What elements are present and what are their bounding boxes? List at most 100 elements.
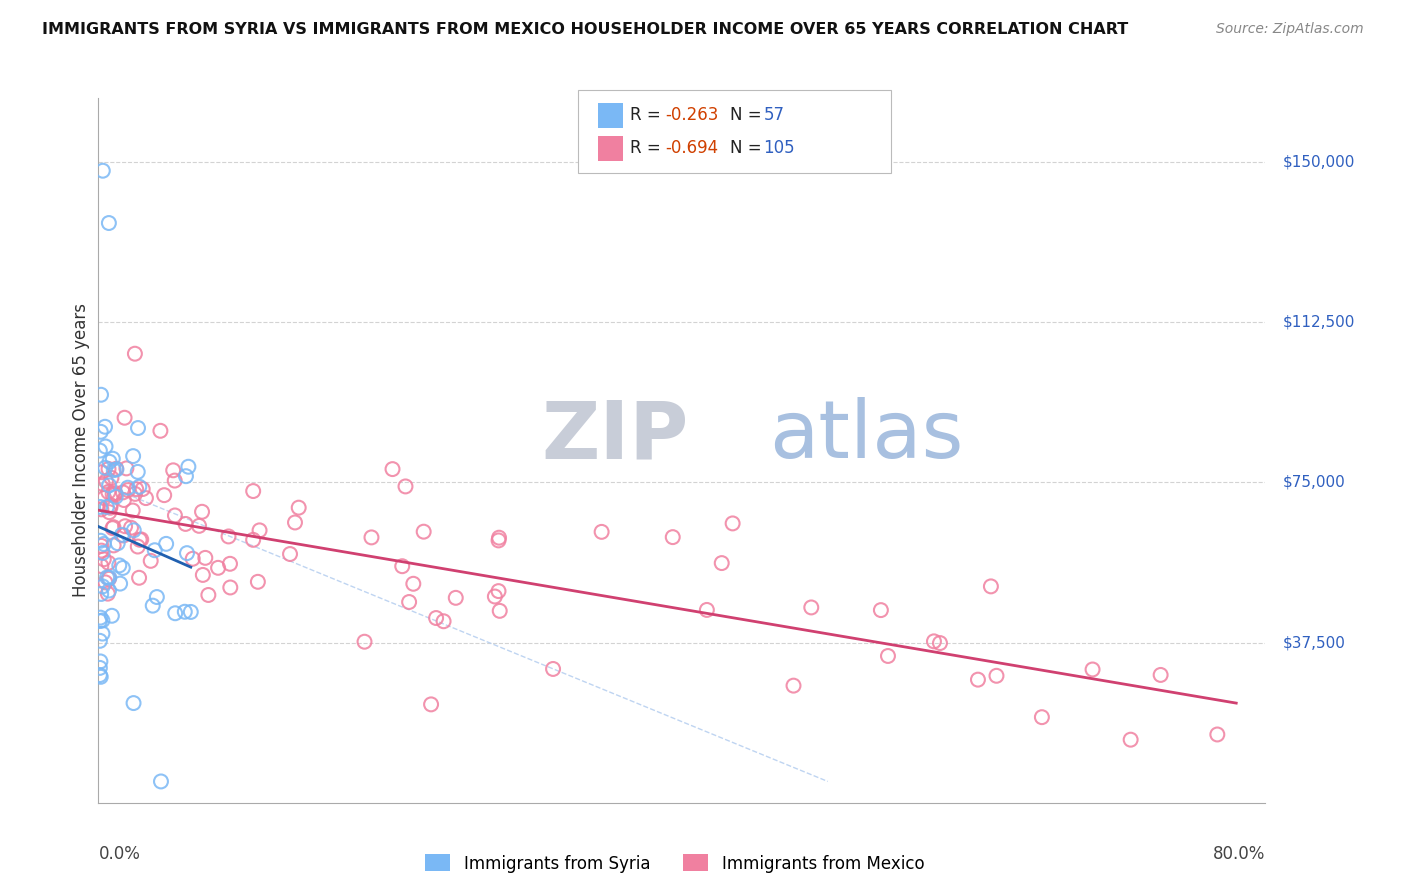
Point: [94, 474, 117, 488]
Point: [432, 614, 454, 628]
Point: [97, 587, 120, 601]
Legend: Immigrants from Syria, Immigrants from Mexico: Immigrants from Syria, Immigrants from M…: [419, 847, 931, 880]
Point: [122, 523, 145, 537]
Point: [488, 531, 510, 545]
Point: [163, 474, 186, 488]
Point: [124, 487, 146, 501]
Point: [219, 581, 242, 595]
Text: 80.0%: 80.0%: [1213, 845, 1265, 863]
Point: [101, 608, 124, 623]
Point: [89, 443, 111, 458]
Point: [98, 583, 121, 598]
Point: [122, 696, 145, 710]
Point: [122, 449, 145, 463]
Point: [922, 634, 945, 648]
Point: [128, 571, 150, 585]
Point: [128, 480, 150, 494]
Point: [541, 662, 564, 676]
Point: [91, 614, 114, 628]
Point: [360, 530, 382, 544]
Point: [100, 498, 122, 512]
Point: [98, 478, 121, 492]
Point: [381, 462, 404, 476]
Point: [398, 595, 420, 609]
Point: [782, 679, 804, 693]
Point: [249, 524, 271, 538]
Point: [98, 505, 121, 519]
Point: [108, 576, 131, 591]
Point: [91, 579, 114, 593]
Point: [800, 600, 823, 615]
Point: [488, 584, 510, 599]
Point: [90, 465, 112, 479]
Point: [425, 611, 447, 625]
Point: [98, 571, 121, 585]
Point: [1149, 668, 1171, 682]
Point: [173, 605, 195, 619]
Point: [104, 490, 127, 504]
Point: [877, 648, 900, 663]
Point: [91, 477, 114, 491]
Point: [149, 424, 172, 438]
Text: N =: N =: [730, 139, 766, 157]
Point: [121, 503, 143, 517]
Point: [91, 163, 114, 178]
Point: [114, 410, 136, 425]
Text: $150,000: $150,000: [1282, 154, 1355, 169]
Point: [177, 459, 200, 474]
Text: IMMIGRANTS FROM SYRIA VS IMMIGRANTS FROM MEXICO HOUSEHOLDER INCOME OVER 65 YEARS: IMMIGRANTS FROM SYRIA VS IMMIGRANTS FROM…: [42, 22, 1129, 37]
Point: [165, 607, 187, 621]
Point: [90, 543, 112, 558]
Point: [142, 599, 165, 613]
Point: [97, 462, 120, 476]
Point: [139, 554, 162, 568]
Text: $37,500: $37,500: [1282, 635, 1346, 650]
Text: -0.263: -0.263: [665, 106, 718, 124]
Point: [128, 533, 150, 547]
Point: [591, 524, 613, 539]
Point: [176, 546, 198, 560]
Point: [420, 698, 443, 712]
Point: [191, 568, 214, 582]
Point: [90, 533, 112, 548]
Point: [120, 521, 142, 535]
Point: [197, 588, 219, 602]
Point: [90, 670, 112, 684]
Text: $75,000: $75,000: [1282, 475, 1346, 490]
Text: $112,500: $112,500: [1282, 315, 1355, 330]
Point: [103, 463, 125, 477]
Point: [91, 626, 114, 640]
Text: 0.0%: 0.0%: [98, 845, 141, 863]
Point: [117, 481, 139, 495]
Text: Source: ZipAtlas.com: Source: ZipAtlas.com: [1216, 22, 1364, 37]
Point: [107, 536, 129, 550]
Point: [103, 538, 125, 552]
Point: [870, 603, 893, 617]
Point: [115, 461, 138, 475]
Point: [143, 543, 166, 558]
Point: [980, 579, 1002, 593]
Point: [94, 419, 117, 434]
Point: [127, 465, 149, 479]
Point: [93, 537, 115, 551]
Point: [131, 482, 153, 496]
Text: 57: 57: [763, 106, 785, 124]
Point: [94, 440, 117, 454]
Point: [94, 460, 117, 475]
Point: [124, 347, 146, 361]
Point: [661, 530, 683, 544]
Point: [90, 388, 112, 402]
Text: 105: 105: [763, 139, 794, 157]
Point: [149, 774, 172, 789]
Point: [108, 558, 131, 573]
Point: [284, 516, 307, 530]
Point: [394, 479, 416, 493]
Point: [112, 493, 135, 508]
Point: [104, 486, 127, 500]
Point: [96, 570, 118, 584]
Y-axis label: Householder Income Over 65 years: Householder Income Over 65 years: [72, 303, 90, 598]
Point: [710, 556, 733, 570]
Point: [111, 561, 134, 575]
Point: [219, 557, 242, 571]
Point: [97, 556, 120, 570]
